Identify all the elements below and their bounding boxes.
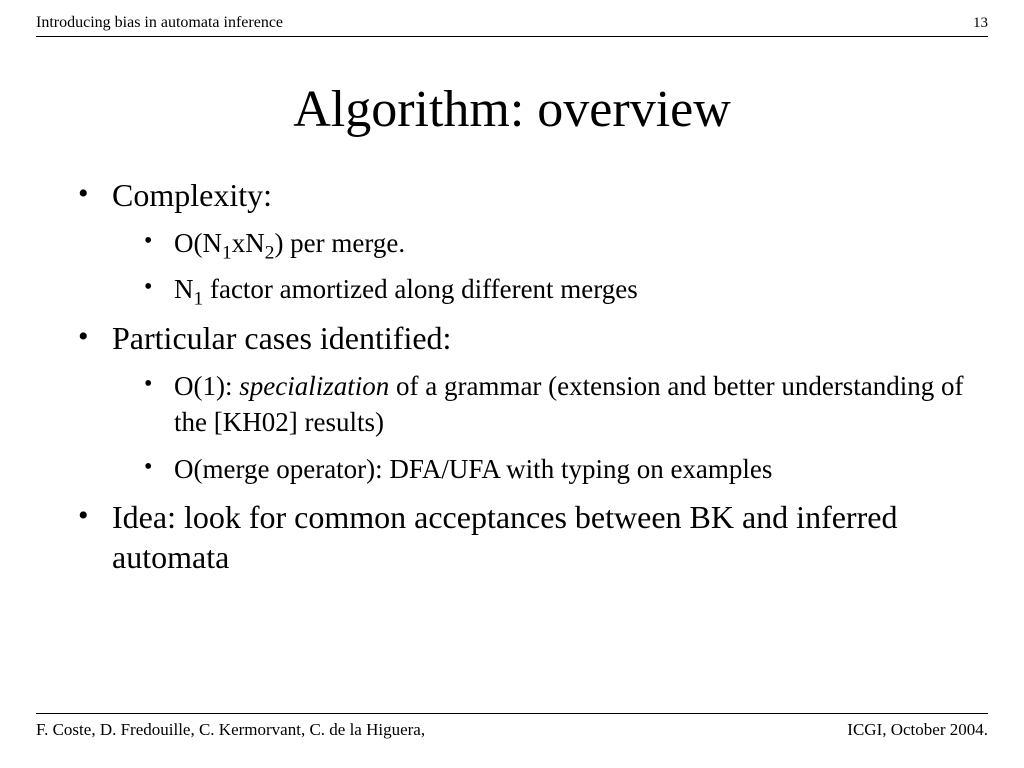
bullet-text: Particular cases identified: <box>112 320 451 356</box>
page-number: 13 <box>973 15 988 32</box>
bullet-list-level2: O(N1xN2) per merge. N1 factor amortized … <box>140 225 974 308</box>
header-title: Introducing bias in automata inference <box>36 14 283 32</box>
slide-content: Complexity: O(N1xN2) per merge. N1 facto… <box>70 175 974 585</box>
bullet-particular-cases: Particular cases identified: O(1): speci… <box>70 318 974 487</box>
slide-header: Introducing bias in automata inference 1… <box>36 14 988 37</box>
italic-specialization: specialization <box>239 371 389 401</box>
bullet-list-level1: Complexity: O(N1xN2) per merge. N1 facto… <box>70 175 974 577</box>
bullet-idea: Idea: look for common acceptances betwee… <box>70 497 974 577</box>
slide-footer: F. Coste, D. Fredouille, C. Kermorvant, … <box>36 713 988 740</box>
subbullet-bigO: O(N1xN2) per merge. <box>140 225 974 261</box>
subscript-1b: 1 <box>194 289 204 310</box>
bullet-complexity: Complexity: O(N1xN2) per merge. N1 facto… <box>70 175 974 308</box>
bullet-list-level2b: O(1): specialization of a grammar (exten… <box>140 368 974 487</box>
slide-title: Algorithm: overview <box>0 80 1024 139</box>
footer-venue: ICGI, October 2004. <box>847 720 988 740</box>
subbullet-amortized: N1 factor amortized along different merg… <box>140 271 974 307</box>
subscript-1: 1 <box>222 242 232 263</box>
bullet-text: Complexity: <box>112 177 272 213</box>
subbullet-specialization: O(1): specialization of a grammar (exten… <box>140 368 974 441</box>
subbullet-merge-operator: O(merge operator): DFA/UFA with typing o… <box>140 451 974 487</box>
footer-authors: F. Coste, D. Fredouille, C. Kermorvant, … <box>36 720 425 740</box>
subscript-2: 2 <box>265 242 275 263</box>
